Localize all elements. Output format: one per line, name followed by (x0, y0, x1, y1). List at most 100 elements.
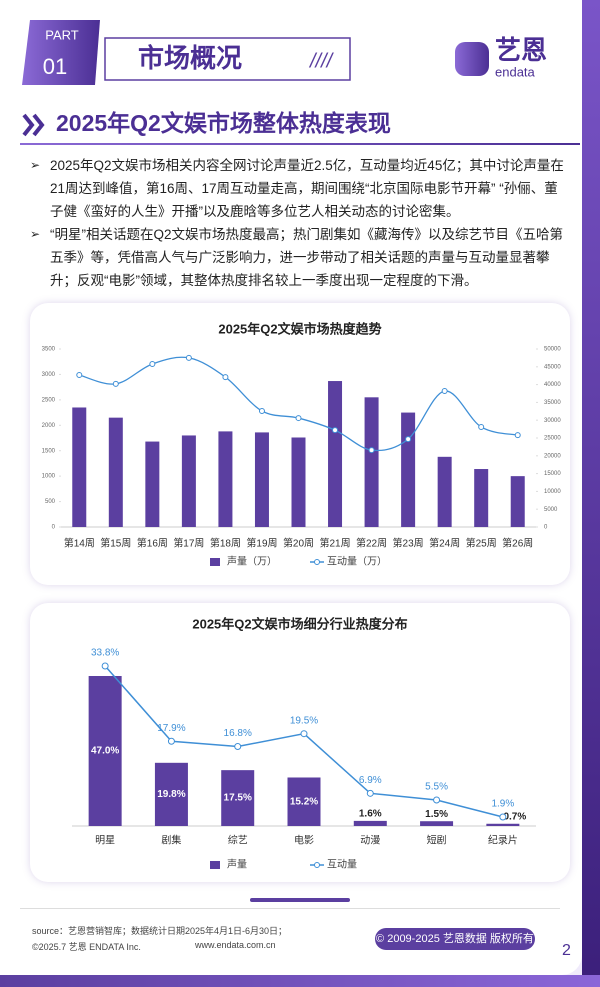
bar (420, 821, 454, 826)
x-tick-label: 第18周 (210, 537, 241, 550)
x-tick-label: 第23周 (393, 537, 424, 550)
legend-label: 互动量 (327, 859, 357, 871)
bar (364, 397, 379, 527)
legend-swatch (210, 861, 220, 869)
point (499, 813, 507, 821)
part: PART (45, 27, 79, 42)
chart-card: 2025年Q2文娱市场热度趋势 0 500 1000 1500 2000 2500 3000 3… (30, 303, 570, 585)
bar (72, 407, 87, 527)
chart-title: 2025年Q2文娱市场热度趋势 (218, 321, 381, 336)
point (295, 415, 302, 422)
x-tick-label: 第16周 (137, 537, 168, 550)
y2-tick-label: 50000 (544, 347, 561, 353)
point (514, 432, 521, 439)
bar (88, 676, 122, 826)
x-tick-label: 短剧 (427, 834, 447, 847)
x-tick-label: 纪录片 (488, 834, 518, 847)
point (222, 374, 229, 381)
logo-cn: 艺恩 (495, 35, 547, 65)
y2-tick-label: 10000 (544, 489, 561, 495)
data-label: 5.5% (425, 782, 448, 793)
y-tick-label: 500 (45, 499, 56, 505)
section-rule (20, 143, 580, 145)
y2-tick-label: 5000 (544, 507, 558, 513)
legend-swatch (314, 862, 320, 868)
page-title: 市场概况 (138, 43, 242, 73)
x-tick-label: 明星 (95, 835, 115, 847)
y-tick-label: 0 (52, 525, 56, 531)
x-tick-label: 第22周 (356, 537, 387, 550)
point (300, 730, 308, 738)
y2-tick-label: 45000 (544, 364, 561, 370)
point (76, 371, 83, 378)
chart-title: 2025年Q2文娱市场细分行业热度分布 (192, 616, 407, 631)
bar (401, 412, 416, 527)
chart: 2025年Q2文娱市场热度趋势 0 500 1000 1500 2000 2500 3000 3… (42, 321, 562, 568)
x-tick-label: 综艺 (228, 834, 248, 847)
point (441, 388, 448, 395)
data-label: 17.5% (224, 793, 252, 804)
page-number: 2 (562, 942, 571, 959)
point (234, 742, 242, 750)
part-tab (22, 20, 100, 85)
chart-card: 2025年Q2文娱市场细分行业热度分布 明星 剧集 综艺 电影 动漫 短剧 纪录片 47.0% 1… (30, 603, 570, 882)
y-tick-label: 2500 (42, 397, 56, 403)
bar (486, 823, 520, 826)
x-tick-label: 第20周 (283, 537, 314, 550)
y-tick-label: 1000 (42, 474, 56, 480)
point (112, 380, 119, 387)
x-tick-label: 第17周 (173, 537, 204, 550)
bar (510, 476, 525, 527)
x-tick-label: 第25周 (466, 537, 497, 550)
point (258, 407, 265, 414)
copyright: ©2025.7 艺恩 ENDATA Inc. (32, 942, 141, 952)
point (405, 436, 412, 443)
data-label: 17.9% (157, 723, 185, 734)
y-tick-label: 2000 (42, 423, 56, 429)
x-tick-label: 第21周 (319, 537, 350, 550)
data-label: 19.8% (157, 789, 185, 800)
bullet: 2025年Q2文娱市场相关内容全网讨论声量近2.5亿，互动量均近45亿；其中讨论… (30, 154, 570, 223)
y-tick-label: 1500 (42, 448, 56, 454)
data-label: 47.0% (91, 746, 119, 757)
point (478, 423, 485, 430)
bar (181, 435, 196, 527)
legend-label: 声量（万） (227, 555, 277, 568)
bullet: “明星”相关话题在Q2文娱市场热度最高；热门剧集如《藏海传》以及综艺节目《五哈第… (30, 223, 570, 292)
slashes: //// (308, 50, 335, 72)
legend-label: 互动量（万） (327, 556, 387, 568)
point (433, 796, 441, 804)
source: source：艺恩营销智库；数据统计日期2025年4月1日-6月30日； (32, 926, 288, 936)
legend-swatch (314, 559, 320, 565)
y2-tick-label: 35000 (544, 400, 561, 406)
bullets: 2025年Q2文娱市场相关内容全网讨论声量近2.5亿，互动量均近45亿；其中讨论… (30, 154, 570, 292)
data-label: 1.6% (359, 809, 382, 820)
bar (437, 456, 452, 527)
side-band (582, 0, 600, 987)
data-label: 33.8% (91, 648, 119, 659)
y2-tick-label: 20000 (544, 453, 561, 459)
x-tick-label: 第19周 (246, 537, 277, 550)
part-number: 01 (43, 54, 67, 79)
x-tick-label: 剧集 (161, 834, 181, 847)
title-box (104, 37, 351, 81)
point (368, 447, 375, 454)
point (167, 737, 175, 745)
bar (108, 417, 123, 527)
bar (145, 441, 160, 527)
data-label: 6.9% (359, 775, 382, 786)
x-tick-label: 第24周 (429, 537, 460, 550)
section-title: 2025年Q2文娱市场整体热度表现 (56, 110, 391, 136)
legend-label: 声量 (227, 858, 247, 871)
point (149, 360, 156, 367)
bar (291, 437, 306, 527)
point (332, 427, 339, 434)
y2-tick-label: 30000 (544, 418, 561, 424)
bar (287, 777, 321, 826)
x-tick-label: 第15周 (100, 537, 131, 550)
bar (353, 820, 387, 826)
y-tick-label: 3500 (42, 347, 56, 353)
data-label: 0.7% (503, 811, 526, 822)
divider (250, 898, 350, 902)
bar (474, 469, 489, 527)
